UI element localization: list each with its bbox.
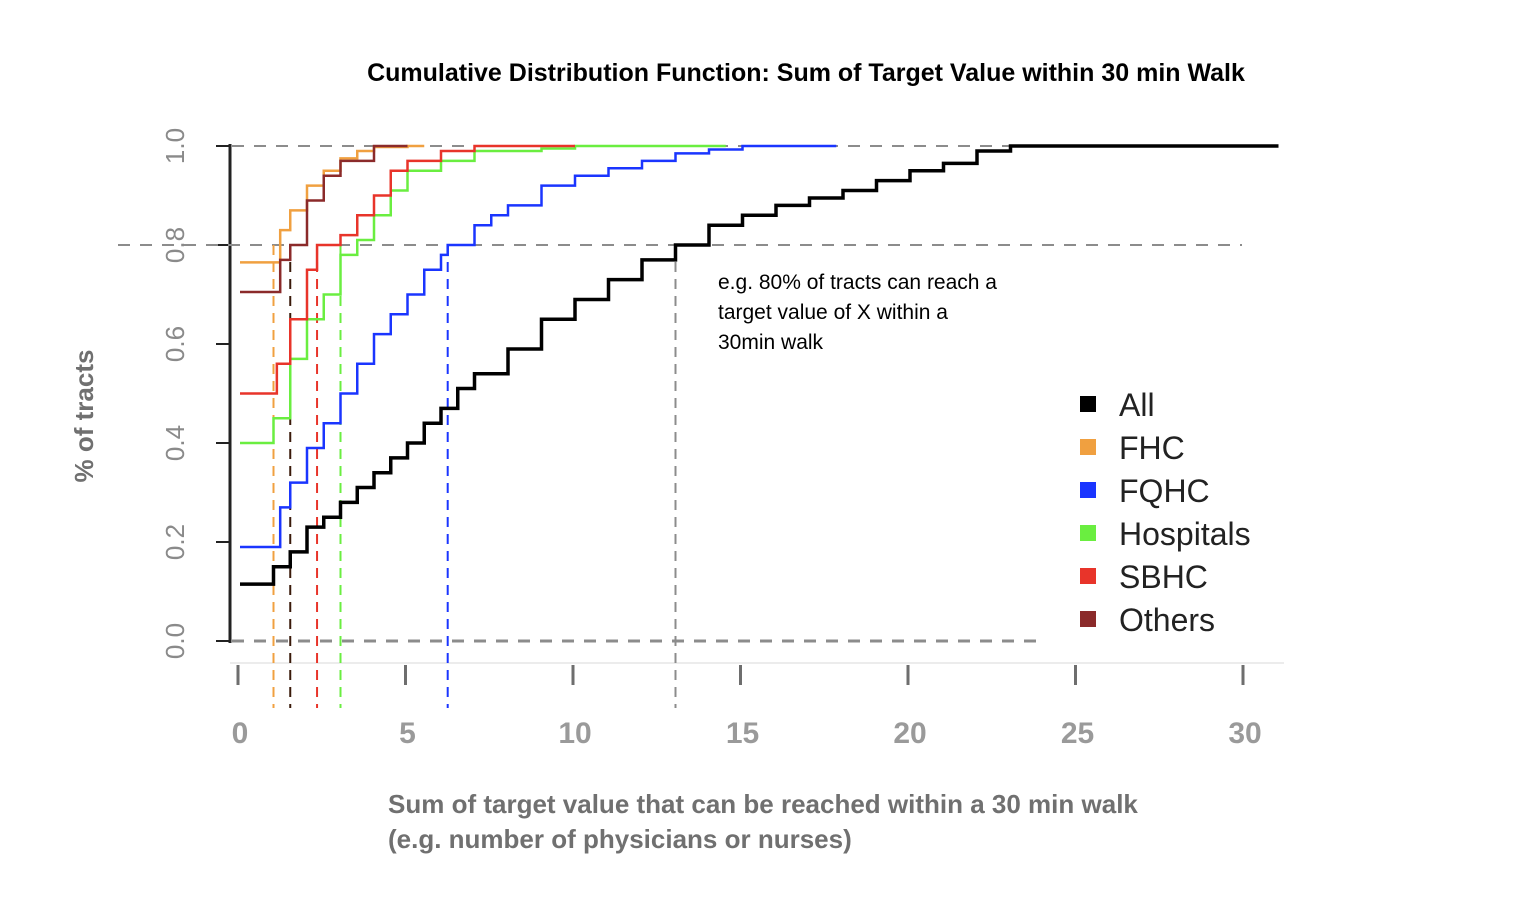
legend-swatch-fhc (1080, 439, 1096, 455)
x80-drop-lines (272, 245, 677, 708)
legend-swatch-sbhc (1080, 568, 1096, 584)
legend-swatch-fqhc (1080, 482, 1096, 498)
x-tick-label: 10 (558, 717, 591, 750)
annotation: e.g. 80% of tracts can reach a target va… (718, 271, 997, 354)
cdf-line-all (240, 144, 1279, 586)
cdf-line-sbhc (240, 144, 575, 395)
legend-swatch-hospitals (1080, 525, 1096, 541)
x-tick-label: 5 (399, 717, 416, 750)
y-tick-label: 0.4 (160, 425, 190, 461)
annotation-line-3: 30min walk (718, 331, 824, 354)
y-tick-label: 0.6 (160, 326, 190, 362)
annotation-line-2: target value of X within a (718, 301, 948, 324)
legend-label-fhc: FHC (1119, 430, 1185, 466)
legend: All FHC FQHC Hospitals SBHC Others (1080, 387, 1251, 638)
y-tick-label: 0.0 (160, 623, 190, 659)
y-tick-label: 0.2 (160, 524, 190, 560)
y-axis-label: % of tracts (69, 350, 99, 483)
x-tick-label: 25 (1061, 717, 1094, 750)
axes: 0.00.20.40.60.81.00 5 10 15 20 25 30 (160, 128, 1284, 750)
cdf-curves (240, 144, 1279, 586)
chart-title: Cumulative Distribution Function: Sum of… (367, 59, 1245, 87)
y-tick-label: 1.0 (160, 128, 190, 164)
legend-label-all: All (1119, 387, 1155, 423)
x-axis-label-line-2: (e.g. number of physicians or nurses) (388, 824, 852, 854)
x-axis-label-line-1: Sum of target value that can be reached … (388, 789, 1138, 819)
legend-swatch-all (1080, 396, 1096, 412)
legend-label-others: Others (1119, 602, 1215, 638)
x-tick-label: 15 (726, 717, 759, 750)
legend-swatch-others (1080, 611, 1096, 627)
x-tick-label: 20 (893, 717, 926, 750)
cdf-line-others (240, 144, 408, 294)
x-tick-label: 0 (232, 717, 249, 750)
legend-label-hospitals: Hospitals (1119, 516, 1251, 552)
legend-label-fqhc: FQHC (1119, 473, 1210, 509)
cdf-line-hospitals (240, 144, 726, 445)
annotation-line-1: e.g. 80% of tracts can reach a (718, 271, 997, 294)
legend-label-sbhc: SBHC (1119, 559, 1208, 595)
cdf-line-fqhc (240, 144, 837, 549)
x-tick-label: 30 (1228, 717, 1261, 750)
